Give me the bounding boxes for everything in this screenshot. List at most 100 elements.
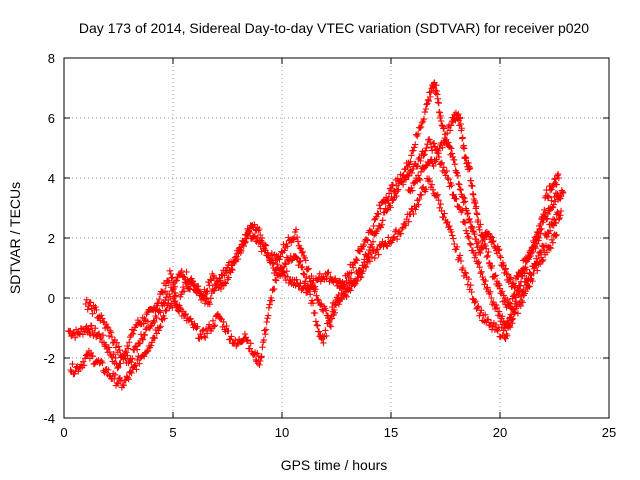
data-point: [468, 223, 475, 230]
data-point: [343, 293, 350, 300]
data-point: [483, 253, 491, 261]
data-point: [536, 226, 544, 234]
data-point: [379, 217, 386, 224]
data-point: [473, 203, 480, 210]
data-point: [523, 266, 531, 273]
data-point: [84, 306, 91, 313]
data-point: [141, 315, 148, 323]
data-point: [323, 332, 330, 340]
data-point: [498, 313, 506, 320]
data-point: [359, 243, 367, 250]
data-point: [544, 194, 552, 201]
data-point: [514, 273, 522, 280]
y-tick-label: 2: [48, 231, 55, 246]
data-point: [469, 228, 477, 235]
data-point: [111, 371, 119, 379]
data-point: [383, 207, 390, 215]
data-point: [133, 346, 141, 353]
data-point: [167, 270, 175, 278]
data-point: [462, 269, 470, 277]
data-point: [336, 284, 343, 291]
data-point: [354, 277, 361, 285]
data-point: [259, 343, 266, 351]
data-point: [243, 235, 250, 242]
data-point: [428, 181, 436, 188]
data-point: [89, 310, 96, 317]
data-point: [302, 257, 309, 264]
data-point: [304, 266, 311, 273]
data-point: [128, 358, 135, 366]
data-point: [325, 269, 332, 276]
data-point: [489, 238, 496, 245]
x-tick-label: 25: [602, 425, 616, 440]
data-point: [460, 218, 468, 226]
data-point: [461, 219, 469, 227]
data-point: [124, 345, 132, 352]
data-point: [169, 304, 176, 311]
data-point: [533, 240, 541, 248]
data-point: [345, 274, 352, 281]
data-point: [80, 362, 88, 369]
data-point: [276, 272, 284, 280]
data-point: [312, 318, 320, 325]
data-point: [361, 262, 369, 270]
data-point: [480, 233, 487, 240]
data-point: [480, 234, 488, 241]
data-point: [449, 232, 456, 239]
data-point: [525, 253, 533, 260]
data-point: [114, 364, 121, 372]
data-point: [112, 344, 120, 351]
data-point: [181, 311, 189, 318]
data-point: [296, 258, 303, 266]
data-point: [507, 274, 515, 281]
data-point: [434, 191, 441, 198]
data-point: [554, 190, 561, 198]
data-point: [277, 253, 284, 260]
data-point: [436, 145, 443, 152]
data-point: [417, 123, 425, 131]
data-point: [363, 258, 371, 266]
data-point: [430, 140, 438, 147]
data-point: [514, 287, 522, 294]
data-point: [537, 248, 544, 256]
data-point: [327, 273, 334, 281]
data-point: [505, 323, 512, 330]
data-point: [112, 354, 119, 362]
data-point: [490, 298, 497, 306]
y-tick-label: 0: [48, 291, 55, 306]
data-point: [130, 327, 138, 334]
data-point: [234, 255, 242, 263]
data-point: [308, 272, 315, 280]
data-point: [421, 108, 429, 116]
data-point: [199, 327, 206, 335]
data-point: [217, 277, 224, 284]
data-point: [417, 191, 424, 198]
data-point: [393, 192, 400, 200]
data-point: [260, 336, 268, 344]
data-point: [482, 245, 490, 252]
data-point: [374, 245, 381, 253]
data-point: [490, 237, 497, 245]
series-track-d: [405, 109, 567, 312]
data-point: [272, 277, 280, 284]
data-point: [161, 315, 168, 322]
data-point: [457, 186, 464, 194]
data-point: [559, 188, 566, 196]
data-point: [522, 287, 529, 295]
data-point: [273, 271, 281, 278]
data-point: [465, 275, 472, 283]
data-point: [254, 350, 261, 357]
data-point: [547, 244, 555, 252]
data-point: [471, 230, 478, 238]
data-point: [305, 284, 313, 292]
data-point: [279, 268, 287, 275]
data-point: [505, 299, 512, 306]
data-point: [282, 261, 290, 268]
data-point: [408, 152, 415, 159]
data-point: [314, 296, 321, 303]
data-point: [546, 187, 554, 194]
data-point: [446, 143, 454, 151]
data-point: [368, 243, 376, 251]
data-point: [491, 272, 499, 280]
